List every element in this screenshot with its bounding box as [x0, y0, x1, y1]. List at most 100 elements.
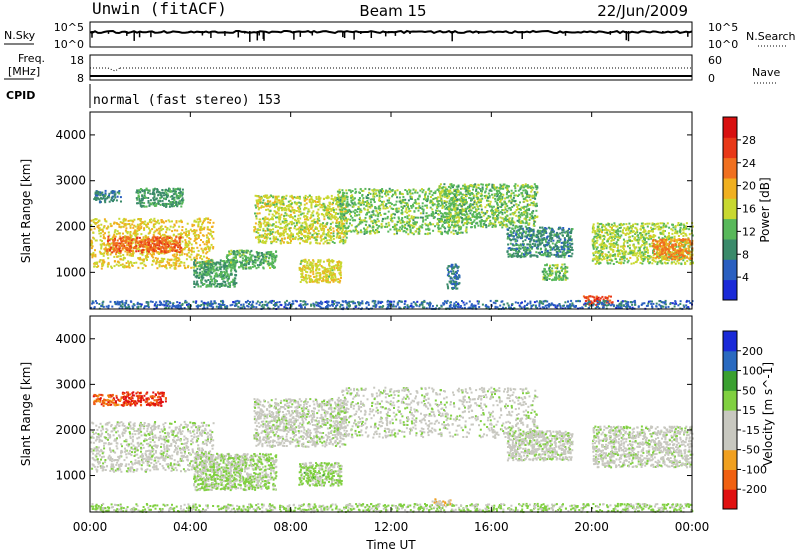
data-cell	[110, 266, 113, 269]
data-cell	[372, 213, 375, 216]
data-cell	[339, 266, 342, 269]
data-cell	[321, 206, 324, 209]
data-cell	[314, 221, 317, 223]
data-cell	[339, 212, 342, 215]
data-cell	[207, 260, 210, 263]
data-cell	[456, 208, 459, 211]
data-cell	[449, 212, 452, 214]
data-cell	[200, 239, 202, 241]
data-cell	[260, 206, 263, 209]
data-cell	[395, 210, 398, 213]
data-cell	[376, 229, 379, 232]
data-cell	[532, 216, 534, 219]
data-cell	[387, 201, 390, 204]
data-cell	[165, 231, 168, 234]
data-cell	[304, 236, 307, 239]
data-cell	[212, 246, 215, 248]
data-cell	[158, 222, 161, 225]
data-cell	[102, 235, 105, 238]
data-cell	[187, 240, 190, 243]
data-cell	[362, 189, 365, 192]
data-cell	[325, 209, 328, 212]
data-cell	[449, 198, 452, 201]
data-cell	[150, 254, 153, 256]
data-cell	[304, 215, 307, 218]
data-cell	[375, 192, 378, 195]
data-cell	[406, 215, 409, 218]
data-cell	[373, 195, 376, 198]
data-cell	[249, 266, 252, 269]
data-cell	[109, 249, 111, 251]
data-cell	[151, 237, 154, 239]
data-cell	[96, 226, 99, 228]
data-cell	[343, 192, 346, 195]
data-cell	[128, 251, 131, 253]
data-cell	[235, 250, 238, 253]
data-cell	[136, 240, 139, 243]
data-cell	[165, 193, 167, 196]
data-cell	[341, 226, 344, 229]
data-cell	[193, 257, 196, 260]
data-cell	[354, 191, 357, 194]
data-cell	[112, 242, 115, 245]
data-cell	[374, 214, 377, 217]
data-cell	[392, 208, 394, 210]
data-cell	[310, 196, 313, 198]
data-cell	[445, 231, 448, 234]
data-cell	[393, 223, 396, 226]
data-cell	[429, 221, 432, 224]
data-cell	[441, 231, 444, 234]
data-cell	[332, 278, 334, 281]
data-cell	[346, 198, 349, 201]
data-cell	[165, 220, 168, 223]
data-cell	[167, 262, 170, 265]
data-cell	[432, 212, 435, 215]
data-cell	[284, 218, 287, 220]
data-cell	[414, 223, 417, 226]
data-cell	[349, 189, 352, 192]
data-cell	[328, 275, 330, 278]
data-cell	[412, 233, 415, 236]
data-cell	[425, 204, 428, 207]
data-cell	[443, 226, 446, 229]
data-cell	[516, 206, 519, 208]
data-cell	[455, 213, 458, 216]
data-cell	[105, 252, 108, 255]
data-cell	[382, 190, 385, 192]
data-cell	[363, 233, 366, 235]
data-cell	[476, 205, 479, 208]
data-cell	[451, 192, 454, 195]
data-cell	[90, 247, 93, 250]
data-cell	[250, 249, 253, 252]
data-cell	[302, 229, 305, 232]
data-cell	[285, 221, 288, 223]
data-cell	[234, 282, 237, 285]
data-cell	[292, 217, 295, 220]
data-cell	[338, 200, 340, 202]
data-cell	[394, 192, 397, 195]
data-cell	[327, 207, 330, 210]
data-cell	[377, 215, 380, 218]
data-cell	[257, 195, 260, 198]
data-cell	[347, 218, 350, 221]
data-cell	[300, 270, 303, 272]
data-cell	[315, 212, 318, 215]
data-cell	[314, 278, 317, 281]
data-cell	[163, 243, 166, 245]
data-cell	[158, 230, 161, 233]
data-cell	[312, 259, 315, 262]
data-cell	[276, 230, 279, 233]
data-cell	[137, 225, 140, 228]
data-cell	[460, 196, 463, 199]
data-cell	[283, 228, 286, 231]
data-cell	[216, 273, 219, 276]
data-cell	[376, 218, 379, 221]
data-cell	[424, 196, 427, 199]
data-cell	[158, 243, 161, 246]
data-cell	[204, 268, 207, 271]
data-cell	[466, 218, 469, 221]
data-cell	[226, 279, 229, 282]
data-cell	[311, 268, 314, 271]
data-cell	[304, 228, 307, 231]
data-cell	[93, 198, 96, 201]
